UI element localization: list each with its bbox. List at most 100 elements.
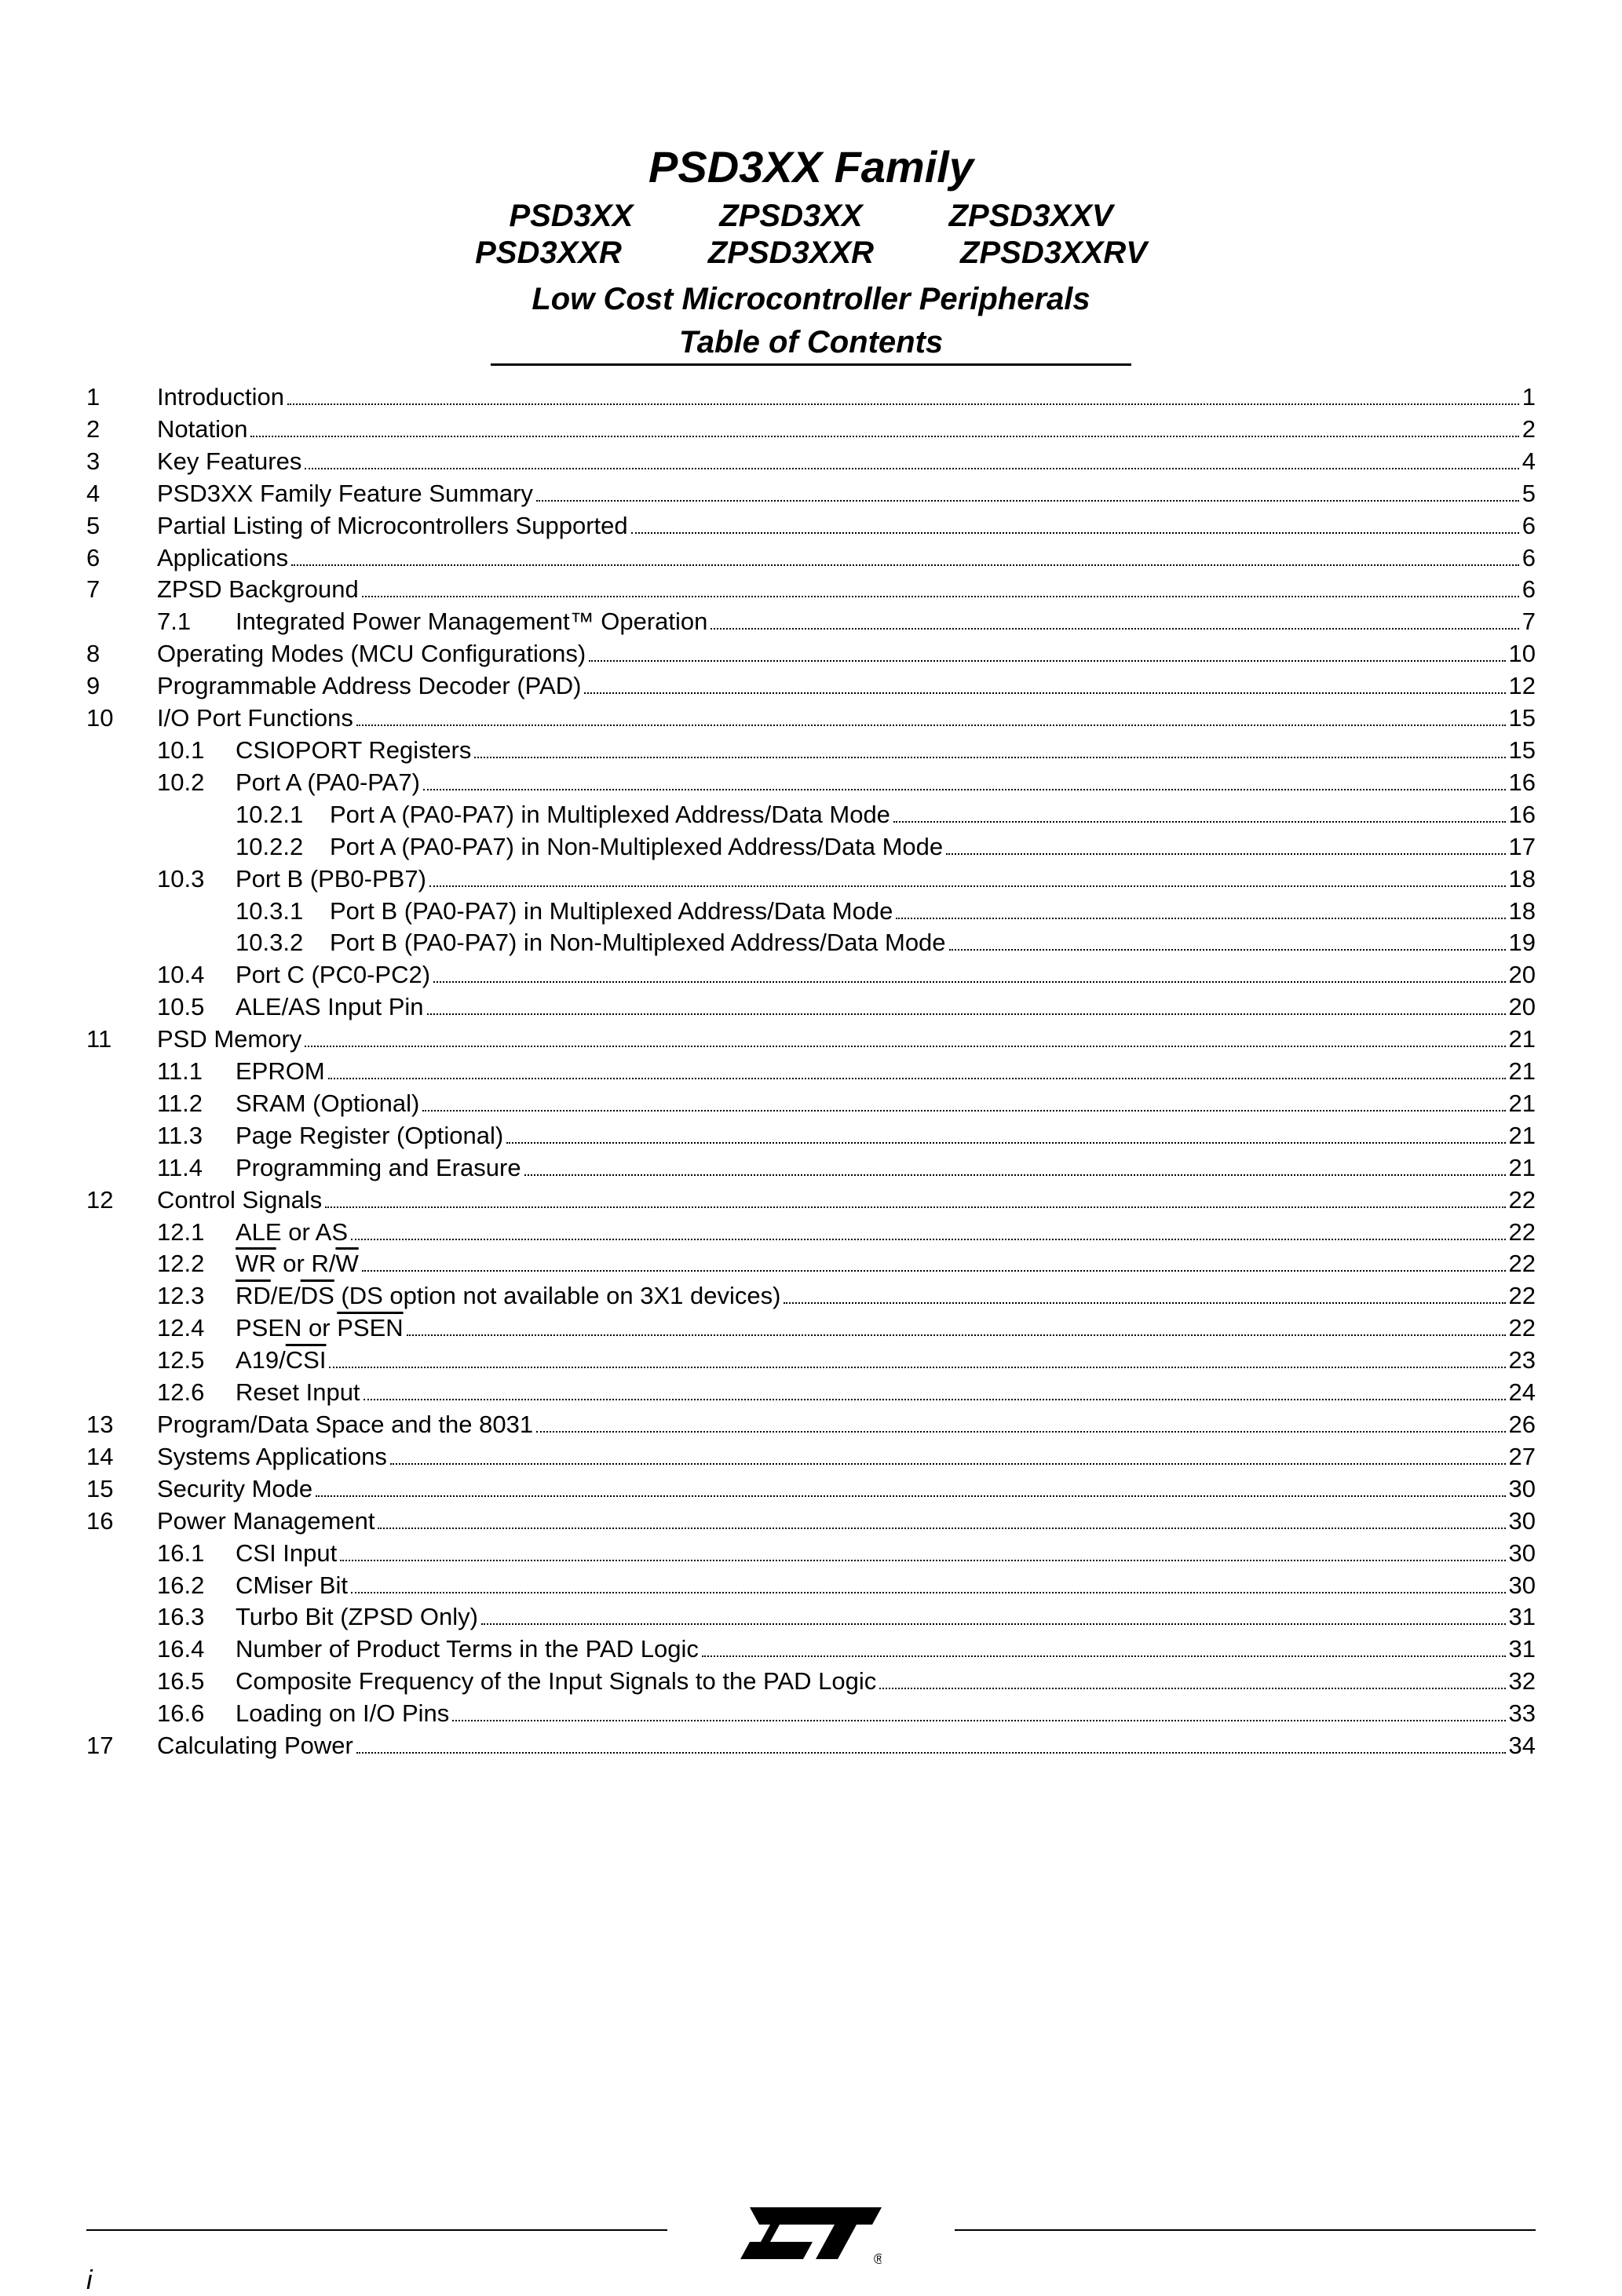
toc-page-number: 19 <box>1509 927 1536 959</box>
toc-entry-title: Programmable Address Decoder (PAD) <box>157 670 581 703</box>
toc-subsection-number: 10.3 <box>157 863 236 896</box>
toc-leader-dots <box>356 1752 1506 1754</box>
toc-entry-title: A19/CSI <box>236 1345 326 1377</box>
toc-entry-title: Port A (PA0-PA7) in Non-Multiplexed Addr… <box>330 831 943 863</box>
toc-leader-dots <box>328 1078 1506 1079</box>
toc-entry: 1Introduction1 <box>86 381 1536 414</box>
toc-entry: 10I/O Port Functions15 <box>86 703 1536 735</box>
toc-section-number: 11 <box>86 1024 157 1056</box>
toc-page-number: 20 <box>1509 991 1536 1024</box>
toc-entry: 10.3Port B (PB0-PB7)18 <box>86 863 1536 896</box>
toc-entry: 6Applications6 <box>86 542 1536 575</box>
toc-page-number: 18 <box>1509 896 1536 928</box>
toc-entry-title: Control Signals <box>157 1185 322 1217</box>
toc-subsection-number: 16.2 <box>157 1570 236 1602</box>
toc-leader-dots <box>433 981 1505 983</box>
variant: PSD3XX <box>509 199 633 234</box>
toc-entry-title: Port A (PA0-PA7) in Multiplexed Address/… <box>330 799 890 831</box>
toc-leader-dots <box>378 1528 1505 1529</box>
toc-leader-dots <box>474 757 1505 758</box>
toc-leader-dots <box>407 1334 1506 1336</box>
toc-page-number: 33 <box>1509 1698 1536 1730</box>
toc-page-number: 30 <box>1509 1538 1536 1570</box>
toc-entry: 12.6Reset Input24 <box>86 1377 1536 1409</box>
toc-page-number: 6 <box>1522 510 1536 542</box>
page-number: i <box>86 2265 93 2296</box>
toc-entry-title: Power Management <box>157 1506 374 1538</box>
toc-leader-dots <box>340 1560 1505 1561</box>
toc-section-number: 10 <box>86 703 157 735</box>
toc-entry-title: Introduction <box>157 381 284 414</box>
toc-entry-title: WR or R/W <box>236 1248 359 1280</box>
toc-entry: 11.2SRAM (Optional)21 <box>86 1088 1536 1120</box>
toc-leader-dots <box>536 500 1519 502</box>
toc-leader-dots <box>362 596 1519 597</box>
toc-page-number: 31 <box>1509 1601 1536 1633</box>
toc-leader-dots <box>784 1302 1505 1304</box>
toc-entry-title: CSI Input <box>236 1538 337 1570</box>
toc-entry-title: RD/E/DS (DS option not available on 3X1 … <box>236 1280 780 1312</box>
toc-leader-dots <box>589 660 1505 662</box>
toc-page-number: 6 <box>1522 542 1536 575</box>
toc-entry-title: PSD3XX Family Feature Summary <box>157 478 533 510</box>
toc-entry: 10.3.2Port B (PA0-PA7) in Non-Multiplexe… <box>86 927 1536 959</box>
toc-subsection-number: 16.5 <box>157 1666 236 1698</box>
toc-page-number: 2 <box>1522 414 1536 446</box>
toc-entry-title: Program/Data Space and the 8031 <box>157 1409 533 1441</box>
toc-page-number: 22 <box>1509 1248 1536 1280</box>
toc-leader-dots <box>711 628 1518 630</box>
toc-page-number: 22 <box>1509 1185 1536 1217</box>
toc-entry-title: Integrated Power Management™ Operation <box>236 606 707 638</box>
toc-entry-title: Port A (PA0-PA7) <box>236 767 420 799</box>
toc-page-number: 27 <box>1509 1441 1536 1473</box>
toc-entry: 16.6Loading on I/O Pins33 <box>86 1698 1536 1730</box>
toc-leader-dots <box>329 1367 1505 1368</box>
toc-entry: 10.1CSIOPORT Registers15 <box>86 735 1536 767</box>
toc-subsection-number: 11.1 <box>157 1056 236 1088</box>
toc-leader-dots <box>287 403 1519 405</box>
toc-entry-title: ZPSD Background <box>157 574 359 606</box>
toc-page-number: 18 <box>1509 863 1536 896</box>
toc-entry-title: Security Mode <box>157 1473 312 1506</box>
toc-page-number: 34 <box>1509 1730 1536 1762</box>
toc-page-number: 30 <box>1509 1570 1536 1602</box>
toc-subsection-number: 12.4 <box>157 1312 236 1345</box>
toc-page-number: 21 <box>1509 1152 1536 1185</box>
toc-leader-dots <box>422 1110 1505 1111</box>
toc-subsection-number: 10.2 <box>157 767 236 799</box>
toc-leader-dots <box>291 564 1519 566</box>
toc-leader-dots <box>325 1206 1505 1208</box>
toc-entry: 16.5Composite Frequency of the Input Sig… <box>86 1666 1536 1698</box>
toc-leader-dots <box>584 692 1505 694</box>
toc-leader-dots <box>423 789 1506 790</box>
toc-entry: 8Operating Modes (MCU Configurations)10 <box>86 638 1536 670</box>
toc-subsection-number: 12.1 <box>157 1217 236 1249</box>
toc-subsection-number: 16.6 <box>157 1698 236 1730</box>
toc-entry: 12.5A19/CSI23 <box>86 1345 1536 1377</box>
variants-row-2: PSD3XXR ZPSD3XXR ZPSD3XXRV <box>86 235 1536 271</box>
toc-entry: 13Program/Data Space and the 803126 <box>86 1409 1536 1441</box>
toc-entry-title: PSD Memory <box>157 1024 301 1056</box>
toc-subsection-number: 11.4 <box>157 1152 236 1185</box>
toc-section-number: 12 <box>86 1185 157 1217</box>
toc-section-number: 4 <box>86 478 157 510</box>
svg-text:®: ® <box>874 2251 882 2267</box>
toc-page-number: 21 <box>1509 1120 1536 1152</box>
toc-entry: 11.3Page Register (Optional)21 <box>86 1120 1536 1152</box>
toc-entry: 4PSD3XX Family Feature Summary5 <box>86 478 1536 510</box>
toc-page-number: 21 <box>1509 1056 1536 1088</box>
toc-entry: 16Power Management30 <box>86 1506 1536 1538</box>
toc-entry: 11.1EPROM21 <box>86 1056 1536 1088</box>
footer-rule-right <box>955 2229 1536 2231</box>
table-of-contents: 1Introduction12Notation23Key Features44P… <box>86 381 1536 1762</box>
toc-section-number: 6 <box>86 542 157 575</box>
toc-entry: 12.2WR or R/W22 <box>86 1248 1536 1280</box>
toc-entry: 7ZPSD Background6 <box>86 574 1536 606</box>
variant: ZPSD3XXV <box>949 199 1113 234</box>
toc-subsection-number: 16.3 <box>157 1601 236 1633</box>
toc-entry: 12Control Signals 22 <box>86 1185 1536 1217</box>
toc-entry-title: Port C (PC0-PC2) <box>236 959 430 991</box>
toc-subsection-number: 10.5 <box>157 991 236 1024</box>
toc-entry-title: Port B (PA0-PA7) in Multiplexed Address/… <box>330 896 893 928</box>
toc-page-number: 7 <box>1522 606 1536 638</box>
